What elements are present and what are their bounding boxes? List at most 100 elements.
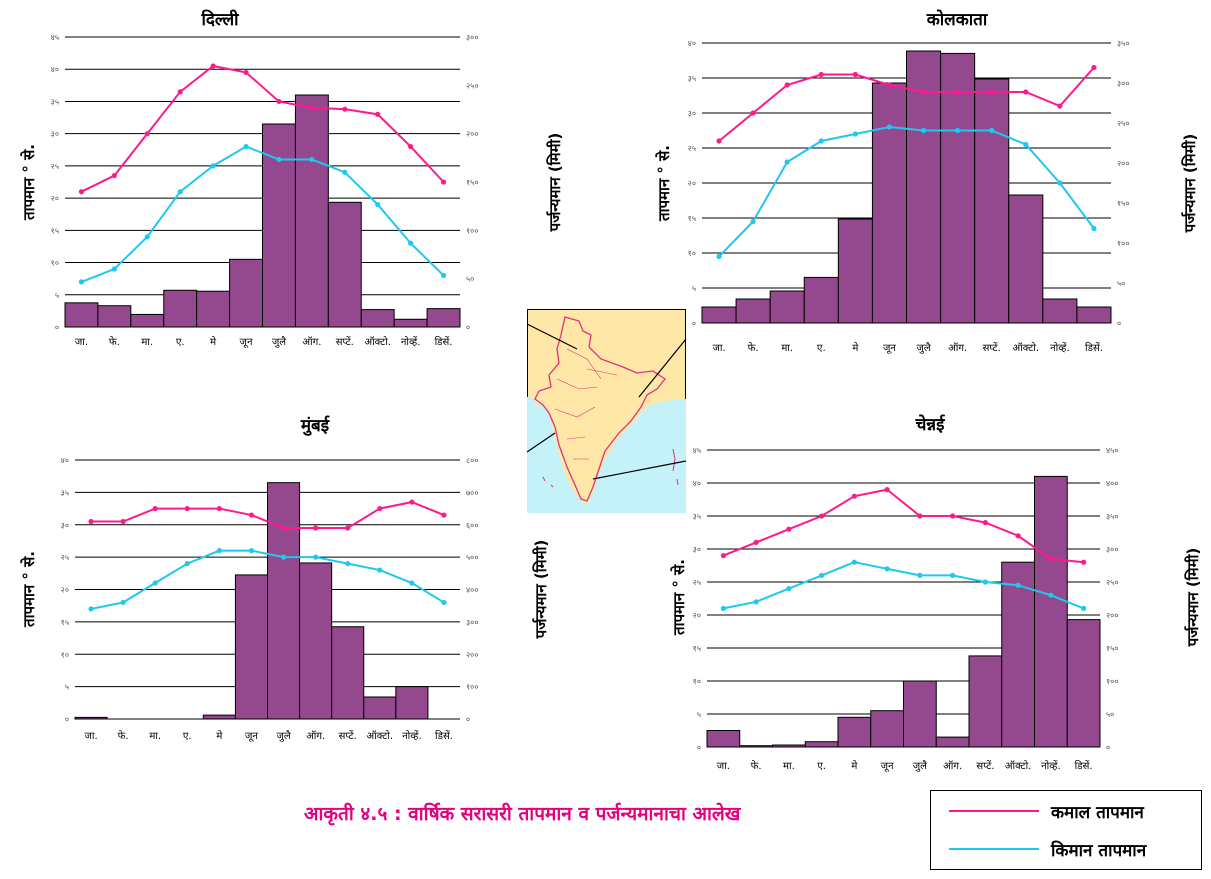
y-axis-label: तापमान ° से.	[655, 145, 673, 222]
y2-tick-label: ५००	[466, 553, 478, 562]
y-axis-label: तापमान ° से.	[20, 144, 38, 221]
min-temp-line	[718, 125, 1095, 258]
chennai-chart: चेन्नई०५१०१५२०२५३०३५४०४५०५०१००१५०२००२५०३…	[670, 414, 1202, 772]
rainfall-bar	[1008, 194, 1044, 324]
rainfall-bar	[74, 716, 108, 720]
min-temp-point	[216, 548, 222, 554]
figure-caption: आकृती ४.५ : वार्षिक सरासरी तापमान व पर्ज…	[304, 803, 741, 825]
rainfall-bar	[871, 82, 908, 324]
min-temp-point	[375, 201, 381, 208]
max-temp-point	[920, 89, 927, 95]
rainfall-bar	[1076, 306, 1112, 324]
min-temp-point	[342, 169, 348, 175]
y-tick-label: ३०	[688, 109, 696, 118]
min-temp-point	[1057, 180, 1063, 186]
min-temp-point	[78, 279, 85, 285]
min-temp-point	[276, 156, 282, 163]
y-tick-label: ०	[65, 715, 69, 724]
y-tick-label: १०	[693, 677, 701, 686]
rainfall-bar	[360, 309, 395, 328]
min-temp-point	[955, 127, 961, 134]
y-tick-label: १५	[688, 214, 696, 223]
x-tick-label: जा.	[84, 731, 97, 742]
min-temp-point	[440, 272, 447, 279]
max-temp-point	[1091, 64, 1097, 71]
rainfall-bar	[870, 710, 904, 748]
x-tick-label: मे	[851, 760, 858, 772]
x-tick-label: ए.	[817, 343, 826, 354]
y2-tick-label: ०	[1117, 319, 1121, 328]
y-tick-label: २५	[61, 553, 69, 562]
max-temp-point	[375, 111, 381, 117]
rainfall-bar	[426, 308, 461, 328]
min-temp-point	[309, 156, 315, 163]
max-temp-point	[982, 520, 988, 526]
connector-chennai	[592, 460, 687, 480]
max-temp-point	[441, 512, 447, 518]
x-tick-label: मा.	[781, 343, 793, 354]
min-temp-point	[120, 599, 126, 606]
x-tick-label: ऑग.	[306, 730, 325, 742]
x-tick-label: जुलै	[276, 730, 290, 742]
rainfall-bar	[395, 686, 429, 720]
min-temp-point	[750, 218, 756, 225]
y-tick-label: ५	[692, 284, 696, 293]
rainfall-bar	[739, 745, 773, 748]
max-temp-point	[243, 69, 249, 76]
min-temp-point	[819, 572, 825, 578]
min-temp-point	[753, 599, 759, 605]
x-tick-label: जुलै	[913, 760, 927, 772]
y2-tick-label: ७००	[466, 488, 478, 497]
y2-tick-label: १००	[1106, 677, 1118, 686]
y2-tick-label: १००	[1117, 239, 1129, 248]
x-tick-label: जुलै	[272, 336, 286, 348]
x-tick-label: सप्टें.	[336, 336, 354, 348]
max-temp-point	[248, 512, 255, 518]
connector-mumbai	[527, 432, 556, 453]
y-tick-label: ४०	[61, 456, 69, 465]
max-temp-point	[851, 493, 857, 499]
y2-tick-label: २५०	[1117, 119, 1129, 128]
max-temp-point	[276, 98, 282, 105]
y2-axis-label: पर्जन्यमान (मिमी)	[1181, 134, 1199, 234]
max-temp-point	[884, 487, 890, 493]
y-tick-label: ३०	[51, 130, 59, 139]
x-tick-label: मे	[216, 730, 223, 742]
max-temp-point	[1048, 556, 1054, 562]
y2-tick-label: २५०	[1106, 578, 1118, 587]
y-tick-label: ०	[55, 323, 59, 332]
min-temp-point	[851, 559, 857, 565]
min-temp-point	[377, 567, 383, 573]
x-tick-label: मे	[210, 336, 217, 348]
y-tick-label: २०	[51, 194, 59, 203]
min-temp-point	[88, 606, 94, 612]
x-tick-label: जून	[245, 731, 258, 742]
x-tick-label: मा.	[141, 337, 153, 348]
y2-tick-label: ४००	[466, 586, 478, 595]
y2-axis-label: पर्जन्यमान (मिमी)	[1184, 548, 1202, 648]
min-temp-point	[408, 240, 414, 246]
rainfall-bar	[803, 276, 839, 324]
rainfall-bar	[769, 290, 805, 324]
min-temp-point	[1091, 225, 1097, 232]
y2-tick-label: ३५०	[1106, 512, 1118, 521]
min-temp-point	[720, 605, 726, 611]
y-tick-label: ४०	[693, 479, 701, 488]
y2-tick-label: १५०	[466, 178, 478, 187]
x-tick-label: सप्टें.	[339, 730, 357, 742]
x-tick-label: जा.	[717, 761, 730, 772]
max-temp-point	[720, 553, 726, 559]
min-temp-point	[1023, 141, 1029, 148]
kolkata-chart: कोलकाता ० ५ १० १५ २० २५ ३० ३५ ४० ० ५० १०० १५० २०० २५० ३०…	[655, 9, 1199, 354]
chart-title: कोलकाता	[926, 9, 988, 30]
min-temp-point	[345, 561, 351, 567]
y2-tick-label: ५०	[1117, 279, 1125, 288]
x-tick-label: फे.	[118, 730, 129, 742]
max-temp-point	[440, 179, 447, 185]
y-tick-label: ०	[692, 319, 696, 328]
rainfall-bar	[935, 736, 970, 748]
y2-tick-label: ४५०	[1106, 446, 1118, 455]
min-temp-point	[144, 234, 150, 240]
chart-title: चेन्नई	[915, 414, 946, 435]
y-tick-label: ३०	[61, 521, 69, 530]
